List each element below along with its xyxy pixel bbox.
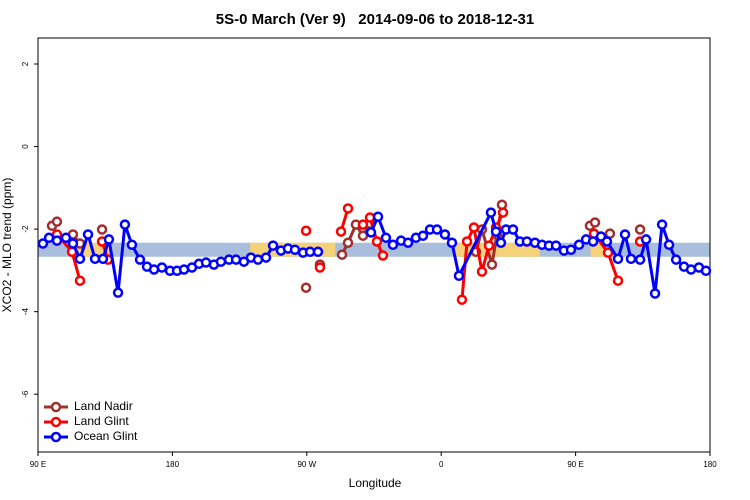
data-point (497, 207, 509, 218)
data-point (357, 230, 369, 241)
data-point (342, 237, 354, 248)
data-point (507, 224, 519, 235)
data-point (700, 265, 712, 277)
data-point (51, 216, 63, 227)
x-tick-label: 90 W (297, 460, 316, 469)
y-tick-label: -4 (21, 308, 30, 316)
data-point (289, 244, 301, 255)
data-point (612, 253, 624, 265)
x-tick-label: 180 (166, 460, 180, 469)
data-point (74, 253, 86, 265)
data-point (372, 211, 384, 222)
data-point (663, 239, 675, 251)
data-point (483, 240, 495, 251)
data-point (134, 254, 146, 265)
data-point (461, 236, 473, 247)
data-point (587, 236, 599, 247)
data-point (103, 234, 115, 245)
data-point (625, 253, 637, 265)
data-point (357, 219, 369, 230)
chart-title: 5S-0 March (Ver 9) 2014-09-06 to 2018-12… (216, 11, 535, 28)
x-tick-label: 0 (439, 460, 444, 469)
data-point (602, 247, 614, 258)
legend-label: Ocean Glint (74, 429, 138, 443)
data-point (380, 232, 392, 244)
data-point (486, 259, 498, 270)
data-point (417, 230, 429, 241)
data-point (74, 275, 86, 286)
legend-label: Land Nadir (74, 399, 133, 413)
data-point (37, 238, 49, 249)
data-point (456, 294, 468, 305)
data-point (612, 275, 624, 286)
data-point (260, 252, 272, 263)
data-point (589, 217, 601, 228)
x-tick-label: 180 (703, 460, 717, 469)
x-tick-label: 90 E (567, 460, 583, 469)
data-point (550, 240, 562, 251)
data-point (119, 219, 131, 230)
data-point (112, 287, 124, 298)
data-point (521, 236, 533, 247)
data-point (312, 246, 324, 258)
data-point (495, 237, 507, 248)
data-point (364, 212, 376, 223)
data-point (387, 239, 399, 251)
data-point (67, 238, 79, 249)
legend-marker (50, 401, 62, 413)
data-point (60, 232, 72, 244)
data-point (573, 239, 585, 251)
data-point (565, 244, 577, 255)
data-point (156, 262, 168, 273)
data-point (252, 254, 264, 265)
data-point (439, 229, 451, 240)
data-point (96, 224, 108, 235)
data-point (453, 270, 465, 282)
data-point (634, 254, 646, 265)
data-point (300, 225, 312, 237)
data-point (267, 240, 279, 251)
legend-label: Land Glint (74, 414, 129, 428)
data-point (365, 227, 377, 238)
legend-marker (50, 431, 62, 443)
data-point (446, 237, 458, 248)
data-point (82, 229, 94, 240)
data-point (649, 288, 661, 299)
data-point (300, 282, 312, 293)
data-point (619, 229, 631, 240)
data-point (656, 219, 668, 230)
data-point (342, 203, 354, 214)
y-tick-label: -6 (21, 390, 30, 398)
data-point (640, 234, 652, 245)
data-point (601, 236, 613, 247)
data-point (371, 236, 383, 247)
data-point (490, 226, 502, 237)
data-point (314, 262, 326, 273)
data-point (215, 256, 227, 267)
data-point (97, 253, 109, 265)
data-point (336, 249, 348, 260)
x-tick-label: 90 E (30, 460, 46, 469)
data-point (476, 266, 488, 277)
data-point (402, 237, 414, 248)
y-axis-label: XCO2 - MLO trend (ppm) (0, 178, 14, 313)
legend-marker (50, 416, 62, 428)
y-tick-label: 2 (21, 61, 30, 66)
y-tick-label: 0 (21, 144, 30, 149)
x-axis-label: Longitude (349, 476, 402, 490)
y-tick-label: -2 (21, 225, 30, 233)
data-point (126, 239, 138, 251)
data-point (485, 207, 497, 218)
data-point (431, 224, 443, 235)
data-point (377, 250, 389, 261)
data-point (634, 224, 646, 235)
data-point (468, 222, 480, 233)
data-point (670, 254, 682, 265)
data-point (51, 235, 63, 246)
data-point (335, 226, 347, 237)
